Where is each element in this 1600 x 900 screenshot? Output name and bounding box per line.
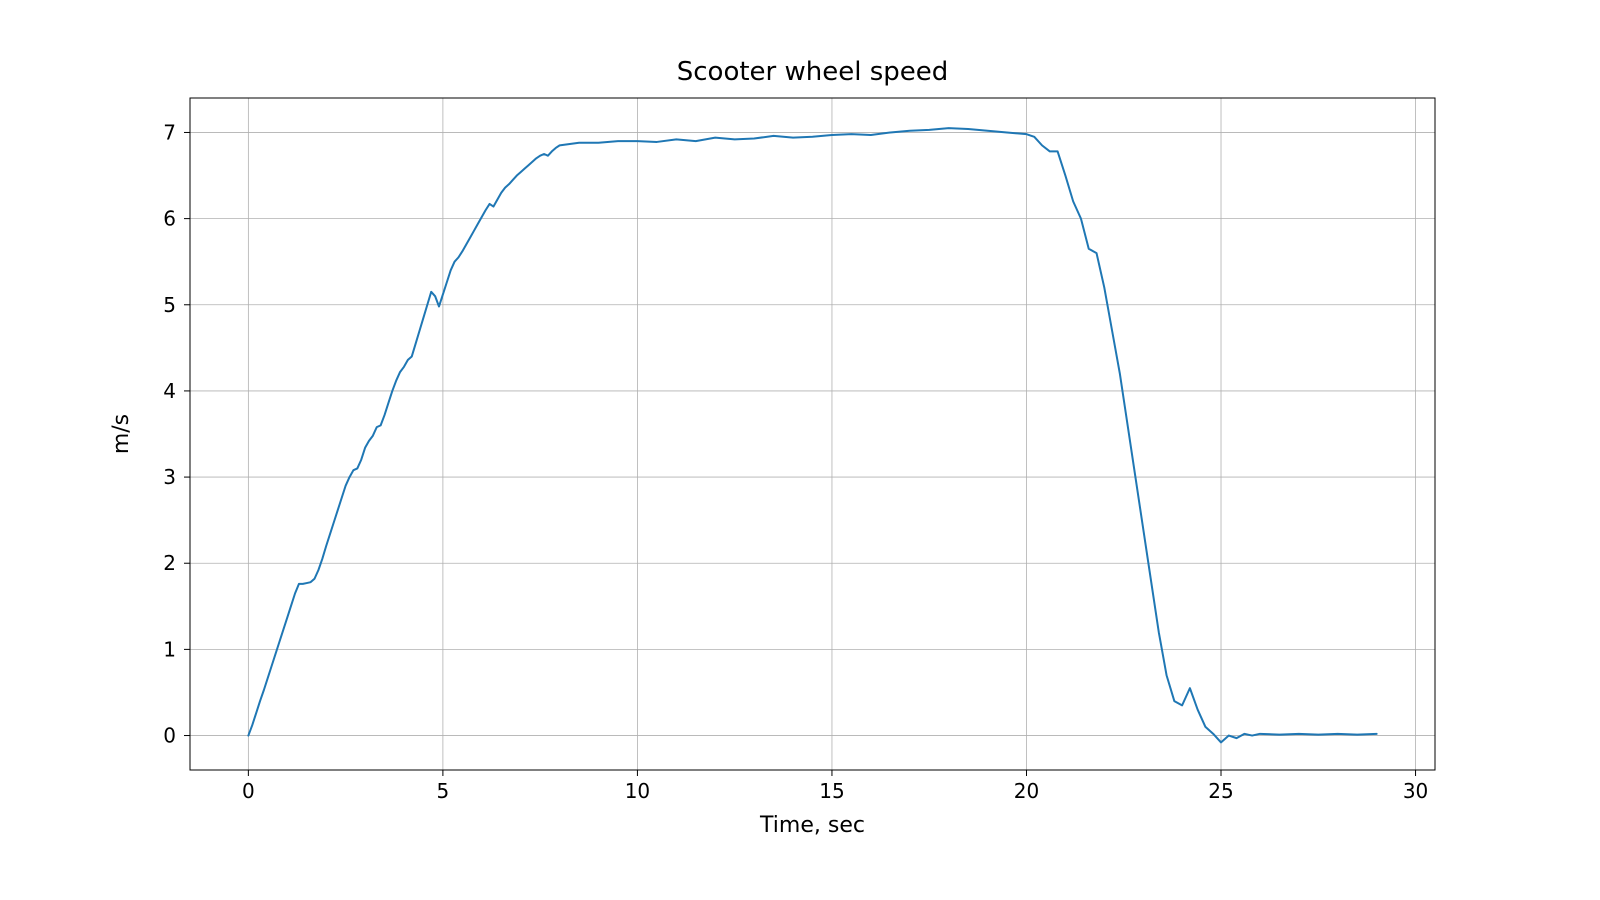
chart-title: Scooter wheel speed xyxy=(677,57,949,87)
y-tick-label: 0 xyxy=(163,724,176,748)
y-tick-label: 3 xyxy=(163,465,176,489)
x-tick-label: 15 xyxy=(819,779,844,803)
plot-background xyxy=(190,98,1435,770)
y-tick-labels: 0 1 2 3 4 5 6 7 xyxy=(163,120,176,747)
y-tick-label: 4 xyxy=(163,379,176,403)
x-tick-label: 20 xyxy=(1014,779,1039,803)
x-tick-label: 25 xyxy=(1208,779,1233,803)
y-tick-label: 7 xyxy=(163,120,176,144)
y-tick-label: 6 xyxy=(163,207,176,231)
x-tick-label: 0 xyxy=(242,779,255,803)
x-tick-label: 30 xyxy=(1403,779,1428,803)
x-tick-label: 10 xyxy=(625,779,650,803)
line-chart-svg: 0 5 10 15 20 25 30 0 1 2 3 4 5 6 7 Scooter wheel spee… xyxy=(0,0,1600,900)
y-tick-label: 2 xyxy=(163,551,176,575)
x-tick-label: 5 xyxy=(437,779,450,803)
chart-container: 0 5 10 15 20 25 30 0 1 2 3 4 5 6 7 Scooter wheel spee… xyxy=(0,0,1600,900)
y-axis-label: m/s xyxy=(109,414,134,454)
y-tick-label: 1 xyxy=(163,637,176,661)
x-tick-labels: 0 5 10 15 20 25 30 xyxy=(242,779,1428,803)
y-tick-label: 5 xyxy=(163,293,176,317)
x-axis-label: Time, sec xyxy=(759,813,865,838)
